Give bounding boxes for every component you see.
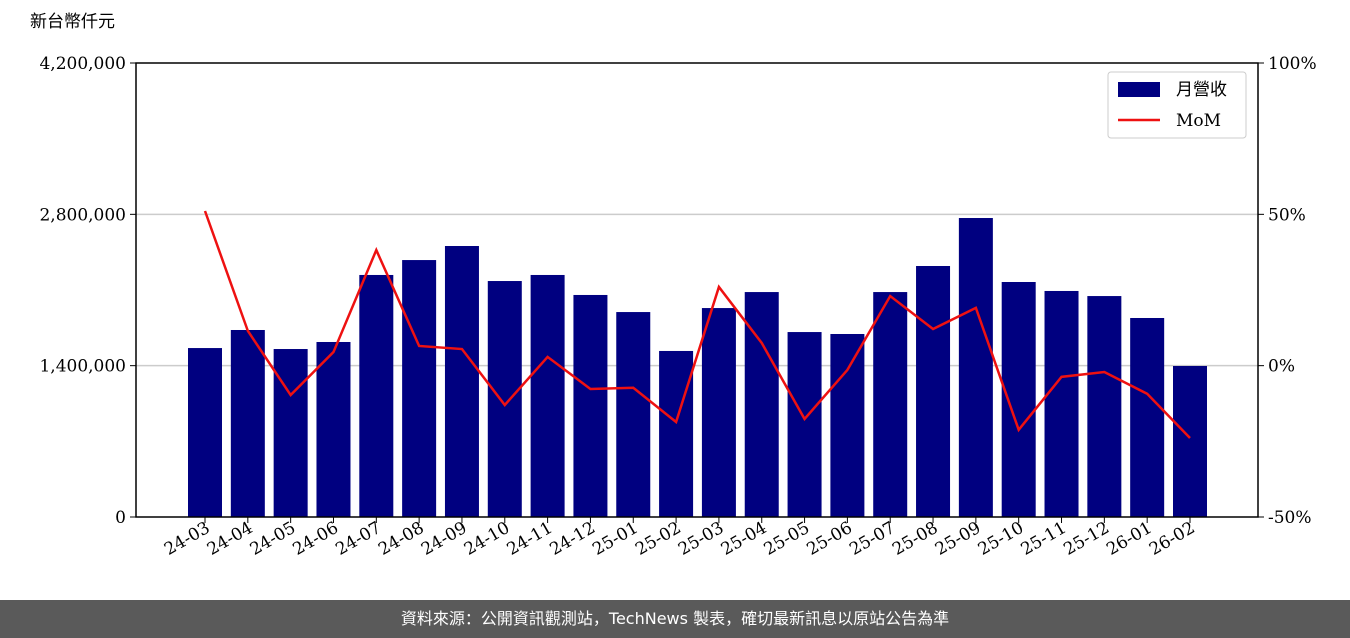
bar — [188, 348, 222, 517]
x-tick-label: 25-06 — [803, 518, 855, 560]
bar — [1044, 290, 1079, 517]
x-tick-label: 24-11 — [504, 518, 556, 560]
x-tick-label: 25-01 — [589, 518, 641, 560]
y-tick-label: 2,800,000 — [39, 205, 126, 225]
x-tick-label: 25-02 — [632, 518, 684, 560]
bar — [573, 294, 608, 517]
y-tick-label: 0 — [115, 508, 126, 528]
bar — [659, 350, 694, 517]
legend-swatch — [1118, 82, 1160, 97]
y-tick-label: 4,200,000 — [39, 54, 126, 74]
x-tick-label: 24-12 — [546, 518, 598, 560]
x-tick-label: 25-04 — [718, 518, 770, 560]
x-tick-label: 25-03 — [675, 518, 727, 560]
bar — [616, 312, 651, 517]
y2-tick-label: 50% — [1268, 205, 1306, 225]
chart: 新台幣仟元 0 1,400,000 2,800,000 4,200,000 -50% 0%… — [30, 12, 1317, 560]
x-tick-label: 24-06 — [290, 518, 342, 560]
x-tick-label: 24-04 — [204, 518, 256, 560]
bar — [830, 333, 865, 517]
x-tick-label: 25-05 — [761, 518, 813, 560]
x-tick-label: 24-05 — [247, 518, 299, 560]
x-tick-label: 25-09 — [932, 518, 984, 560]
y-axis-label: 新台幣仟元 — [30, 12, 115, 32]
bar — [701, 308, 736, 517]
y2-tick-label: -50% — [1268, 508, 1312, 528]
bar — [1130, 317, 1165, 517]
line — [203, 210, 1191, 439]
x-tick-label: 24-09 — [418, 518, 470, 560]
y2-tick-label: 100% — [1268, 54, 1317, 74]
x-tick-label: 25-10 — [975, 518, 1027, 560]
y2-tick-label: 0% — [1268, 357, 1295, 377]
x-tick-label: 25-12 — [1060, 518, 1112, 560]
x-tick-label: 24-03 — [161, 518, 213, 560]
bar — [873, 292, 908, 517]
footer: 資料來源：公開資訊觀測站，TechNews 製表，確切最新訊息以原站公告為準 — [0, 600, 1350, 638]
plot-frame — [135, 62, 1259, 518]
bar — [1087, 296, 1122, 517]
x-tick-label: 26-02 — [1146, 518, 1198, 560]
x-tick-label: 25-07 — [846, 518, 898, 560]
x-tick-label: 24-08 — [375, 518, 427, 560]
x-tick-label: 25-11 — [1018, 518, 1070, 560]
bar — [916, 266, 951, 517]
bar — [1173, 365, 1207, 517]
bar — [359, 274, 394, 517]
legend-label: 月營收 — [1176, 80, 1227, 100]
bar — [402, 260, 437, 517]
legend: 月營收 MoM — [1107, 71, 1247, 139]
x-tick-label: 24-07 — [332, 518, 384, 560]
bar — [316, 341, 351, 517]
bar — [530, 274, 565, 517]
legend-label: MoM — [1176, 111, 1221, 131]
x-tick-label: 25-08 — [889, 518, 941, 560]
bar — [230, 329, 265, 517]
x-tick-label: 26-01 — [1103, 518, 1155, 560]
bar — [958, 218, 993, 517]
x-tick-label: 24-10 — [461, 518, 513, 560]
bar — [273, 349, 308, 517]
bar — [444, 246, 479, 517]
bar — [487, 281, 522, 517]
y-tick-label: 1,400,000 — [39, 357, 126, 377]
bar — [787, 332, 822, 517]
